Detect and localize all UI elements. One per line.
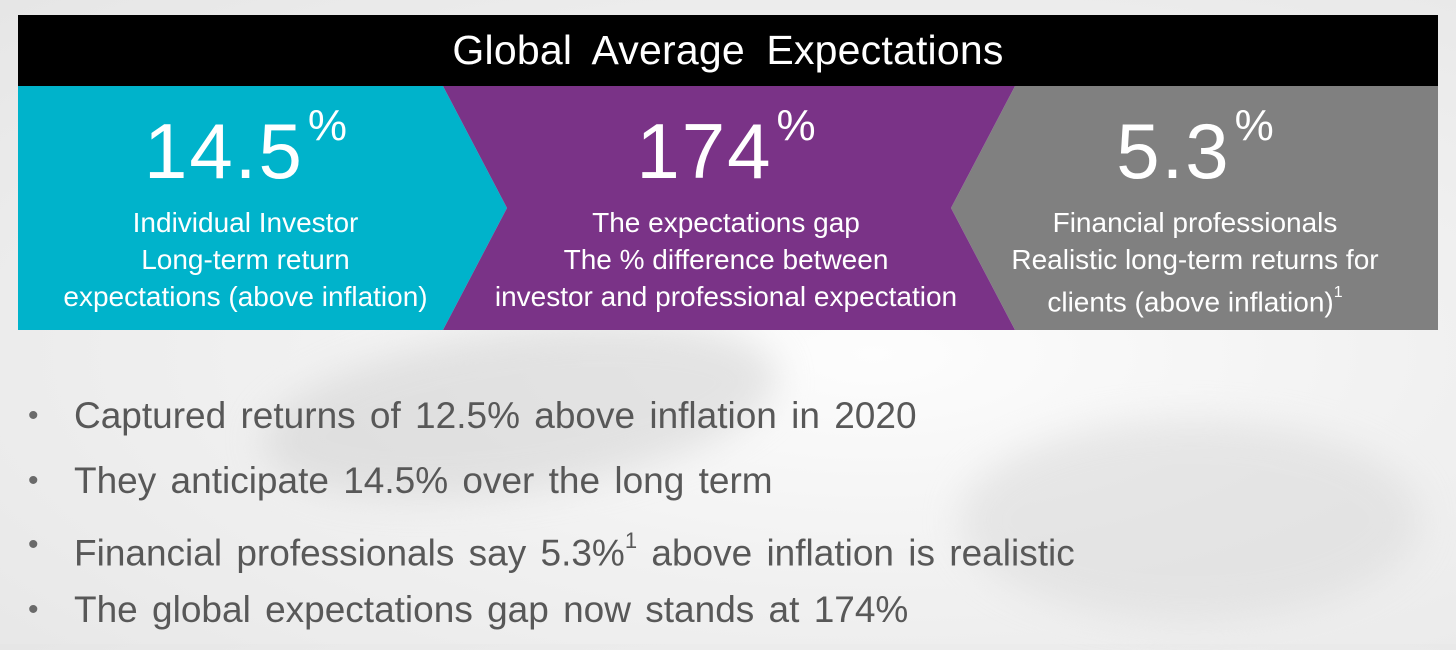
- list-item: •They anticipate 14.5% over the long ter…: [28, 457, 1075, 522]
- investor-value: 14.5%: [18, 112, 473, 190]
- list-item: •Captured returns of 12.5% above inflati…: [28, 392, 1075, 457]
- list-item: •The global expectations gap now stands …: [28, 586, 1075, 650]
- gap-description: The expectations gap The % difference be…: [460, 204, 992, 315]
- bullet-list: •Captured returns of 12.5% above inflati…: [28, 392, 1075, 650]
- list-item: •Financial professionals say 5.3%1 above…: [28, 521, 1075, 586]
- bullet-icon: •: [28, 521, 74, 586]
- footnote-marker: 1: [625, 528, 637, 553]
- bullet-icon: •: [28, 586, 74, 650]
- professional-value: 5.3%: [980, 112, 1410, 190]
- investor-description: Individual Investor Long-term return exp…: [18, 204, 473, 315]
- footnote-marker: 1: [1334, 284, 1343, 301]
- panel-professional: 5.3% Financial professionals Realistic l…: [980, 112, 1410, 320]
- bullet-icon: •: [28, 392, 74, 457]
- professional-description: Financial professionals Realistic long-t…: [980, 204, 1410, 320]
- gap-value: 174%: [460, 112, 992, 190]
- panel-gap: 174% The expectations gap The % differen…: [460, 112, 992, 315]
- bullet-icon: •: [28, 457, 74, 522]
- panel-investor: 14.5% Individual Investor Long-term retu…: [18, 112, 473, 315]
